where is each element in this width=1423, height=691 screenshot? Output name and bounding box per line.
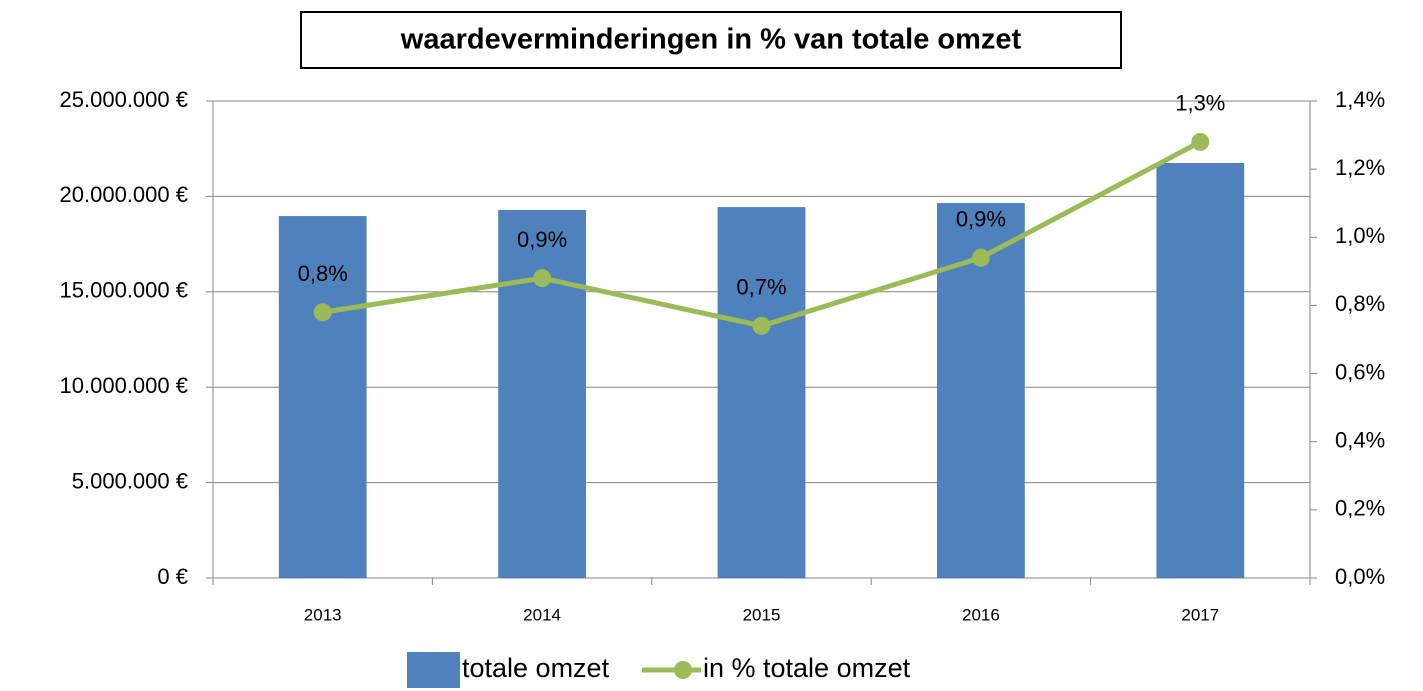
legend-label: totale omzet xyxy=(462,653,610,683)
y-tick-label: 15.000.000 € xyxy=(60,278,188,303)
x-tick-label: 2013 xyxy=(304,605,342,624)
data-label: 0,9% xyxy=(517,227,567,252)
title-box xyxy=(300,11,1122,69)
y2-tick-label: 0,6% xyxy=(1335,359,1385,384)
y-tick-label: 20.000.000 € xyxy=(60,182,188,207)
bar xyxy=(1156,163,1245,578)
bar xyxy=(278,216,367,578)
y-tick-label: 5.000.000 € xyxy=(72,468,188,493)
legend-label: in % totale omzet xyxy=(703,653,911,683)
y-tick-label: 10.000.000 € xyxy=(60,373,188,398)
line-marker xyxy=(533,269,552,288)
y2-tick-label: 1,4% xyxy=(1335,87,1385,112)
y2-tick-label: 1,0% xyxy=(1335,223,1385,248)
y-tick-label: 0 € xyxy=(157,564,188,589)
x-tick-label: 2016 xyxy=(962,605,1000,624)
bar xyxy=(717,207,806,579)
data-label: 0,7% xyxy=(736,275,786,300)
bar xyxy=(498,209,586,579)
data-label: 0,9% xyxy=(956,207,1006,232)
line-marker xyxy=(313,303,332,322)
legend-swatch xyxy=(407,652,460,688)
y2-tick-label: 0,4% xyxy=(1335,428,1385,453)
y2-tick-label: 0,0% xyxy=(1335,564,1385,589)
data-label: 1,3% xyxy=(1175,91,1225,116)
data-label: 0,8% xyxy=(298,261,348,286)
y2-tick-label: 0,2% xyxy=(1335,496,1385,521)
line-marker xyxy=(971,248,990,267)
y-tick-label: 25.000.000 € xyxy=(60,87,188,112)
x-tick-label: 2017 xyxy=(1181,605,1219,624)
chart-title: waardeverminderingen in % van totale omz… xyxy=(400,24,1022,56)
y2-tick-label: 1,2% xyxy=(1335,155,1385,180)
legend-marker xyxy=(674,661,692,679)
line-marker xyxy=(1191,132,1210,151)
x-tick-label: 2014 xyxy=(523,605,561,624)
line-marker xyxy=(752,316,771,335)
y2-tick-label: 0,8% xyxy=(1335,291,1385,316)
x-tick-label: 2015 xyxy=(743,605,781,624)
